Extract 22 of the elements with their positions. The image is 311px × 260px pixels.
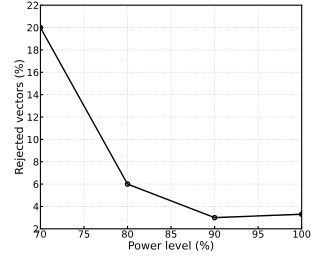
x-tick-label: 70 [35,230,46,238]
x-axis-title: Power level (%) [128,240,214,251]
y-tick-label: 18 [28,46,38,54]
y-tick-label: 2 [34,225,38,232]
y-tick-label: 10 [28,136,38,144]
y-axis-title: Rejected vectors (%) [14,60,26,174]
y-tick-label: 20 [27,24,38,32]
x-tick-label: 85 [166,230,176,238]
x-tick-label: 75 [78,230,90,238]
x-tick-label: 95 [252,230,264,238]
y-tick-label: 4 [33,203,38,210]
y-tick-label: 16 [28,68,38,76]
point [212,214,218,220]
point [124,181,130,187]
y-tick-label: 8 [34,158,38,166]
y-tick-label: 14 [28,91,38,98]
x-tick-label: 80 [122,230,134,238]
y-tick-label: 6 [34,180,38,188]
y-tick-label: 12 [28,113,38,121]
x-tick-label: 90 [209,230,220,238]
y-tick-label: 22 [27,2,38,9]
x-tick-label: 100 [293,230,310,238]
